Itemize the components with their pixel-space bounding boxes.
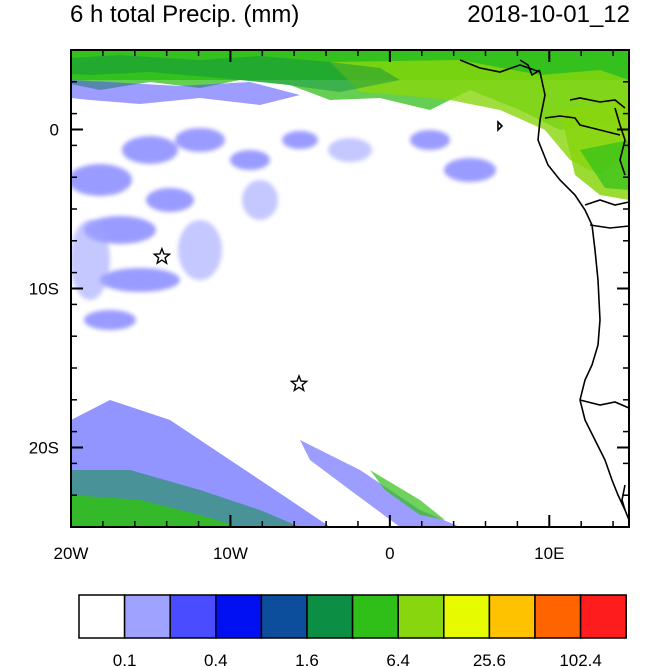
x-tick-label: 10E (534, 544, 564, 563)
star-marker-2 (289, 373, 309, 393)
colorbar-box (351, 594, 399, 639)
colorbar-box (78, 594, 126, 639)
x-tick-label: 10W (213, 544, 248, 563)
southern-band (71, 400, 460, 527)
colorbar-box (579, 594, 627, 639)
valid-time: 2018-10-01_12 (467, 1, 630, 28)
x-tick-label: 20W (54, 544, 89, 563)
colorbar-box (443, 594, 491, 639)
western-showers-light (71, 138, 372, 300)
colorbar-label: 0.4 (204, 651, 228, 667)
colorbar-box (169, 594, 217, 639)
colorbar-box (123, 594, 171, 639)
colorbar-box (306, 594, 354, 639)
colorbar-label: 0.1 (113, 651, 137, 667)
colorbar-box (260, 594, 308, 639)
colorbar-label: 25.6 (473, 651, 506, 667)
colorbar-box (488, 594, 536, 639)
markers (152, 246, 309, 393)
colorbar-label: 6.4 (386, 651, 410, 667)
coastlines (459, 59, 630, 521)
colorbar-label: 1.6 (295, 651, 319, 667)
y-tick-label: 10S (29, 280, 59, 299)
y-tick-label: 0 (50, 121, 59, 140)
colorbar-label: 102.4 (559, 651, 602, 667)
colorbar-box (534, 594, 582, 639)
colorbar-box (215, 594, 263, 639)
colorbar-box (397, 594, 445, 639)
x-tick-label: 0 (385, 544, 394, 563)
star-marker-1 (152, 246, 172, 265)
y-tick-label: 20S (29, 439, 59, 458)
western-showers (71, 128, 496, 330)
colorbar: 0.1 0.4 1.6 6.4 25.6 102.4 (78, 594, 627, 667)
axis-ticks: 20W 10W 0 10E 0 10S 20S (29, 49, 629, 563)
map-title: 6 h total Precip. (mm) (70, 1, 300, 28)
